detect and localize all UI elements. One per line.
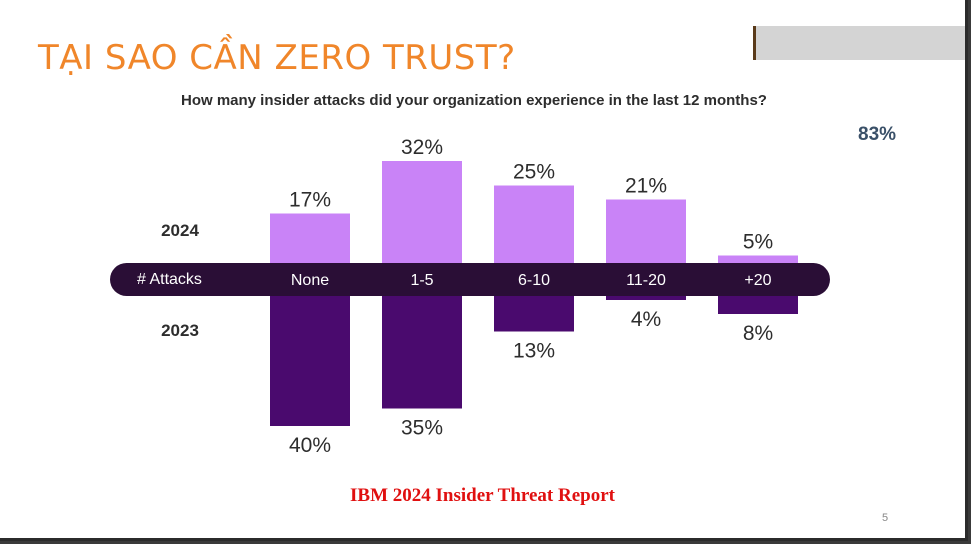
axis-label: # Attacks: [137, 271, 202, 288]
category-label-none: None: [291, 272, 329, 289]
highlight-stat: 83%: [858, 124, 897, 145]
page-number: 5: [882, 512, 889, 524]
category-label-6-10: 6-10: [518, 272, 550, 289]
chart-title: How many insider attacks did your organi…: [181, 92, 767, 109]
bar-2024-11-20: [606, 199, 686, 273]
source-footer: IBM 2024 Insider Threat Report: [350, 485, 615, 506]
bar-2024-6-10: [494, 185, 574, 273]
value-label-2023-none: 40%: [289, 434, 331, 457]
value-label-2024-20: 5%: [743, 231, 773, 254]
category-label-11-20: 11-20: [626, 272, 666, 289]
category-axis-band: [110, 263, 830, 296]
value-labels: 17% 40% 32% 35% 25% 13% 21% 4% 5% 8%: [289, 136, 773, 457]
value-label-2023-11-20: 4%: [631, 308, 661, 331]
slide-title: TẠI SAO CẦN ZERO TRUST?: [38, 38, 516, 78]
bar-2023-none: [270, 286, 350, 426]
bar-2024-1-5: [382, 161, 462, 273]
series-label-2023: 2023: [161, 321, 199, 340]
value-label-2024-none: 17%: [289, 189, 331, 212]
header-decoration-bar: [753, 26, 965, 60]
bar-2023-1-5: [382, 286, 462, 409]
value-label-2023-20: 8%: [743, 322, 773, 345]
value-label-2024-11-20: 21%: [625, 175, 667, 198]
value-label-2023-6-10: 13%: [513, 340, 555, 363]
category-label-20: +20: [744, 272, 771, 289]
category-label-1-5: 1-5: [410, 272, 433, 289]
value-label-2024-6-10: 25%: [513, 161, 555, 184]
series-label-2024: 2024: [161, 221, 199, 240]
category-axis-labels: None 1-5 6-10 11-20 +20 # Attacks: [137, 271, 772, 289]
value-label-2024-1-5: 32%: [401, 136, 443, 159]
value-label-2023-1-5: 35%: [401, 417, 443, 440]
series-labels: 2024 2023: [161, 221, 199, 340]
